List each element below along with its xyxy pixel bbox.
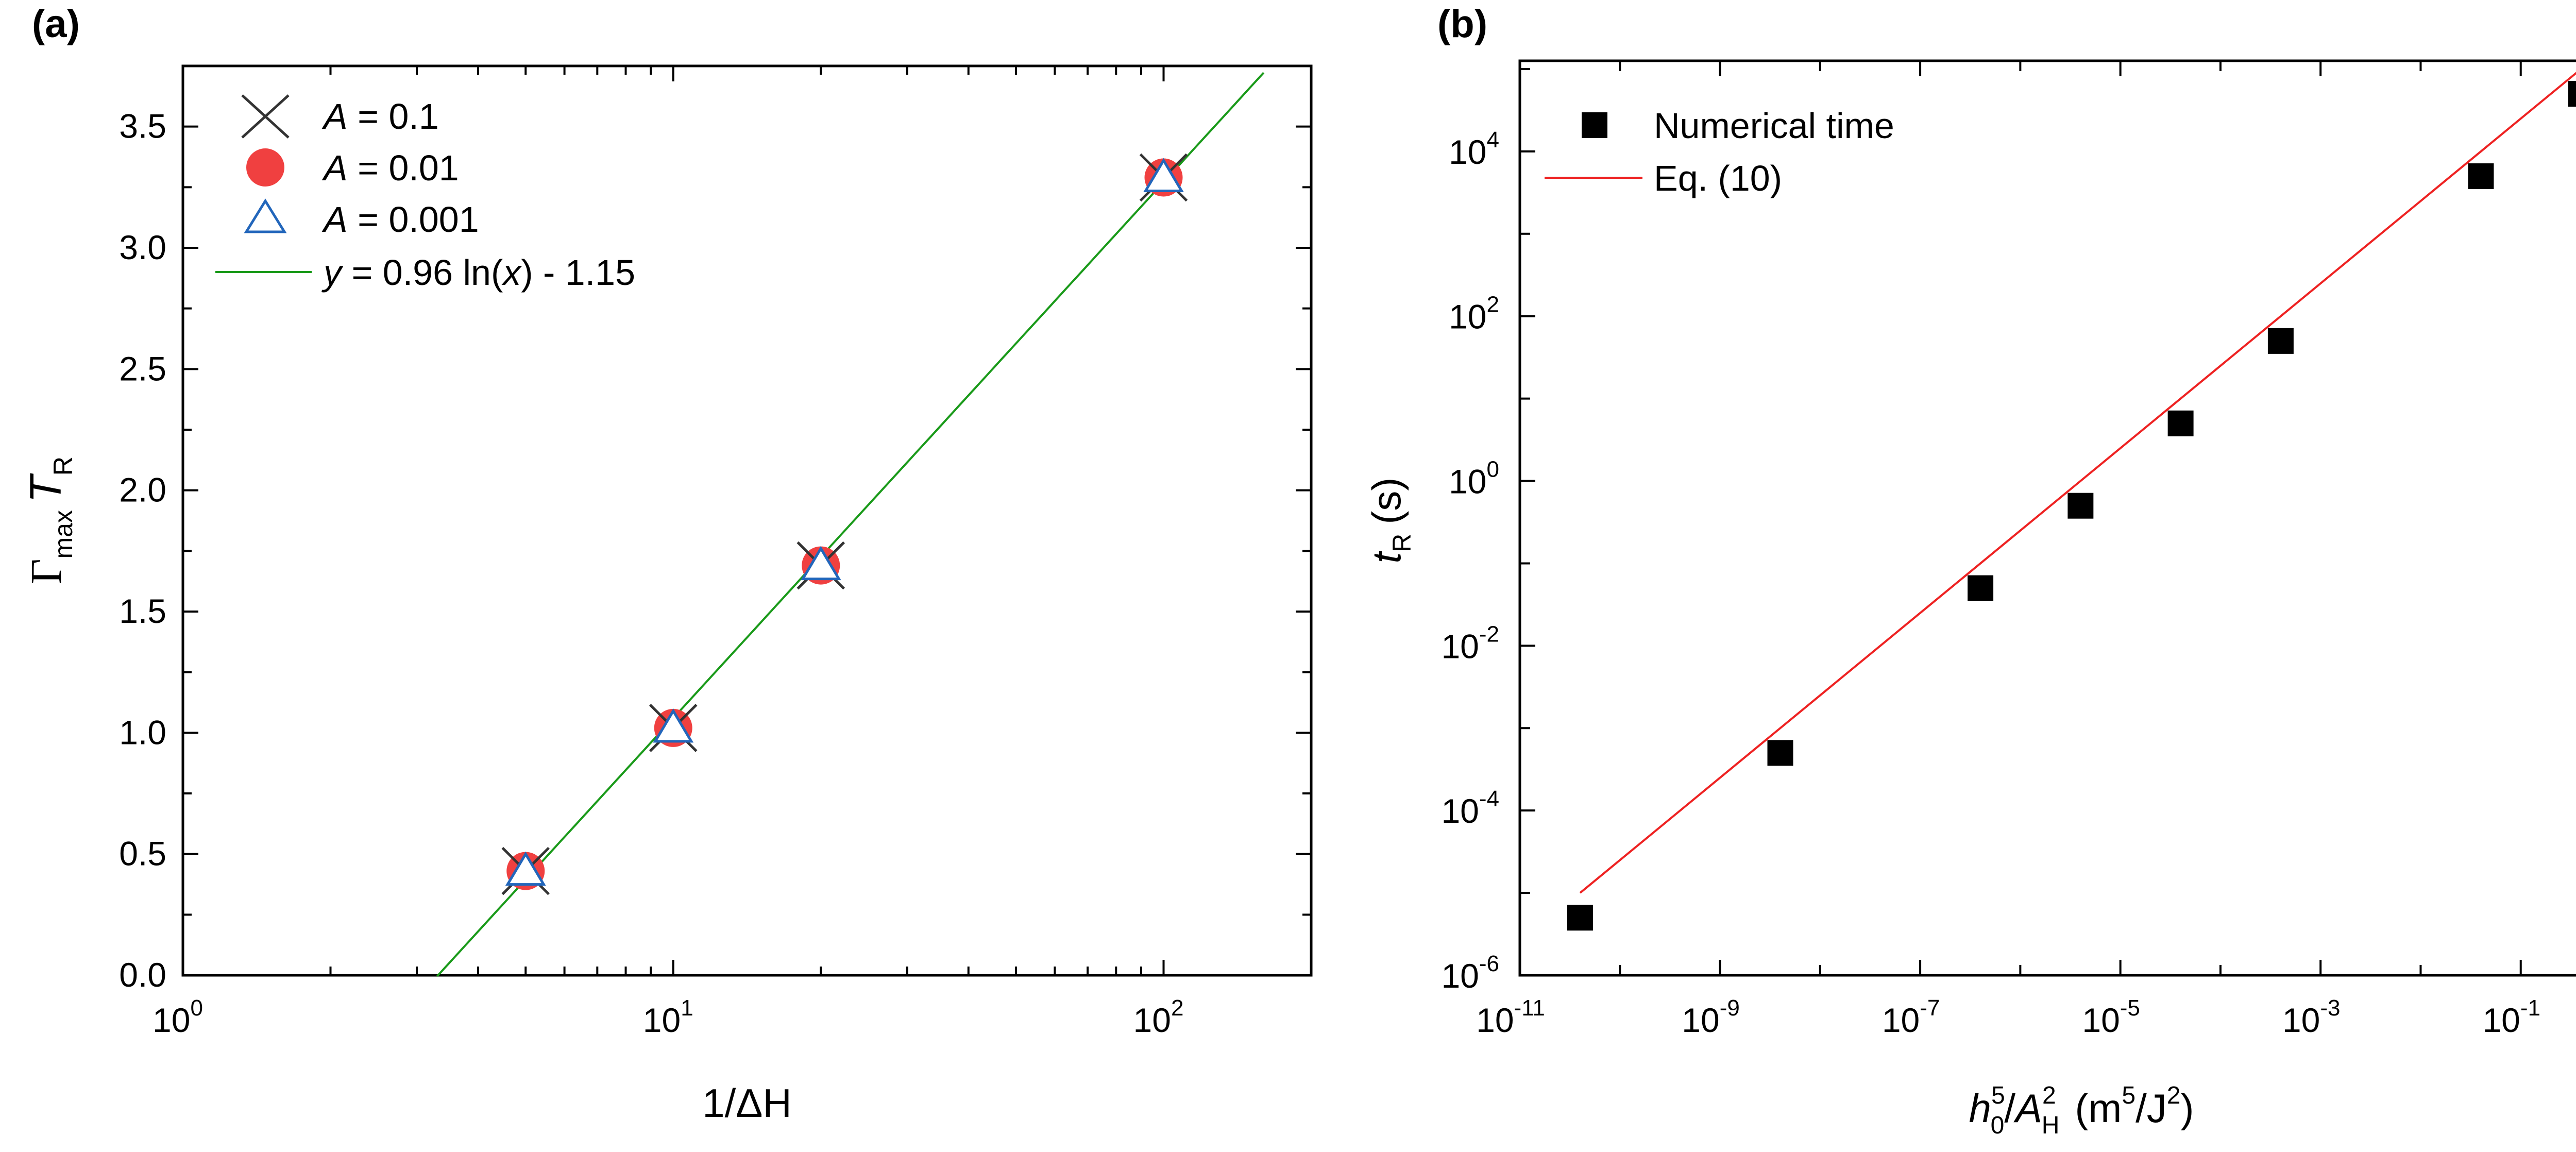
x-tick-label-a: 100: [152, 995, 203, 1039]
panel-a: (a) 100 101 102 0.0 0.5 1.0 1.5 2.0 2.5 3.0 3.5 A …: [21, 2, 1313, 1126]
point-numerical-time: [1767, 740, 1793, 766]
point-numerical-time: [2067, 493, 2094, 519]
y-tick-label-b: 102: [1449, 292, 1499, 336]
y-tick-label-b: 104: [1449, 127, 1499, 171]
panel-a-plot-frame: [181, 64, 1313, 977]
panel-b-data-points: [1567, 81, 2576, 931]
y-tick-label-b: 10-4: [1441, 786, 1499, 830]
panel-b: (b) 10-11 10-9 10-7 10-5 10-3 10-110-610-410-…: [1364, 2, 2576, 1139]
panel-a-legend: A = 0.1 A = 0.01 A = 0.001 y = 0.96 ln(x…: [215, 94, 635, 293]
point-a-0-001: [653, 708, 694, 743]
panel-b-plot-frame: [1518, 59, 2576, 977]
y-tick-label-b: 100: [1449, 457, 1499, 501]
panel-a-tick-labels: 100 101 102 0.0 0.5 1.0 1.5 2.0 2.5 3.0 3.5: [119, 107, 1183, 1039]
panel-b-legend: Numerical time Eq. (10): [1545, 106, 1894, 198]
panel-a-ticks: [182, 65, 1312, 976]
svg-text:A = 0.001: A = 0.001: [321, 199, 479, 240]
x-tick-label-b: 10-11: [1476, 995, 1545, 1039]
svg-text:Numerical time: Numerical time: [1654, 106, 1894, 146]
panel-b-ticks: [1519, 61, 2522, 976]
panel-b-equation-line: [1579, 72, 2576, 894]
legend-entry-a-0-01: A = 0.01: [246, 148, 459, 188]
svg-text:Eq. (10): Eq. (10): [1654, 158, 1782, 198]
panel-a-x-axis-label: 1/ΔH0: [702, 1080, 791, 1126]
x-tick-label-b: 10-3: [2282, 995, 2341, 1039]
y-tick-label-a: 0.0: [119, 956, 166, 994]
legend-entry-a-fit: y = 0.96 ln(x) - 1.15: [215, 252, 635, 293]
legend-entry-a-0-1: A = 0.1: [241, 94, 439, 139]
panel-a-data-points: [501, 153, 1188, 895]
x-tick-label-b: 10-1: [2482, 995, 2540, 1039]
y-tick-label-a: 2.0: [119, 471, 166, 509]
panel-b-label: (b): [1437, 2, 1487, 46]
point-a-0-001: [800, 546, 841, 581]
svg-text:A = 0.1: A = 0.1: [321, 96, 439, 137]
y-tick-label-a: 1.5: [119, 592, 166, 630]
x-tick-label-a: 101: [643, 995, 693, 1039]
point-numerical-time: [1567, 905, 1593, 931]
y-tick-label-a: 3.0: [119, 228, 166, 266]
point-numerical-time: [2167, 410, 2194, 436]
fit-line-a: [436, 72, 1265, 977]
point-a-0-001: [1143, 158, 1184, 193]
legend-entry-numerical-time: Numerical time: [1582, 106, 1894, 146]
panel-a-fit-line: [436, 72, 1265, 977]
x-tick-label-a: 102: [1133, 995, 1184, 1039]
svg-text:y = 0.96 ln(x) - 1.15: y = 0.96 ln(x) - 1.15: [321, 252, 635, 293]
y-tick-label-a: 2.5: [119, 349, 166, 387]
point-numerical-time: [2568, 81, 2576, 107]
x-tick-label-b: 10-5: [2082, 995, 2140, 1039]
y-tick-label-b: 10-2: [1441, 621, 1499, 665]
panel-a-y-axis-label: ΓmaxTR: [21, 456, 78, 584]
panel-b-x-axis-label: h5 0/A2 H (m5/J2): [1969, 1082, 2194, 1139]
panel-b-y-axis-label: tR(s): [1364, 478, 1416, 564]
x-tick-label-b: 10-7: [1882, 995, 1940, 1039]
legend-entry-eq-10: Eq. (10): [1545, 158, 1782, 198]
y-tick-label-a: 1.0: [119, 713, 166, 751]
y-tick-label-a: 0.5: [119, 835, 166, 873]
y-tick-label-a: 3.5: [119, 107, 166, 145]
panel-b-tick-labels: 10-11 10-9 10-7 10-5 10-3 10-1 10-6 10-4 10-2 100…: [1441, 127, 2540, 1039]
panel-a-label: (a): [32, 2, 80, 46]
point-numerical-time: [2267, 328, 2294, 354]
eq-10-line: [1579, 72, 2576, 894]
legend-entry-a-0-001: A = 0.001: [244, 198, 479, 240]
svg-text:A = 0.01: A = 0.01: [321, 148, 459, 188]
y-tick-label-b: 10-6: [1441, 951, 1499, 995]
point-numerical-time: [1968, 575, 1994, 601]
point-a-0-001: [505, 851, 546, 886]
point-numerical-time: [2468, 163, 2494, 190]
x-tick-label-b: 10-9: [1682, 995, 1740, 1039]
